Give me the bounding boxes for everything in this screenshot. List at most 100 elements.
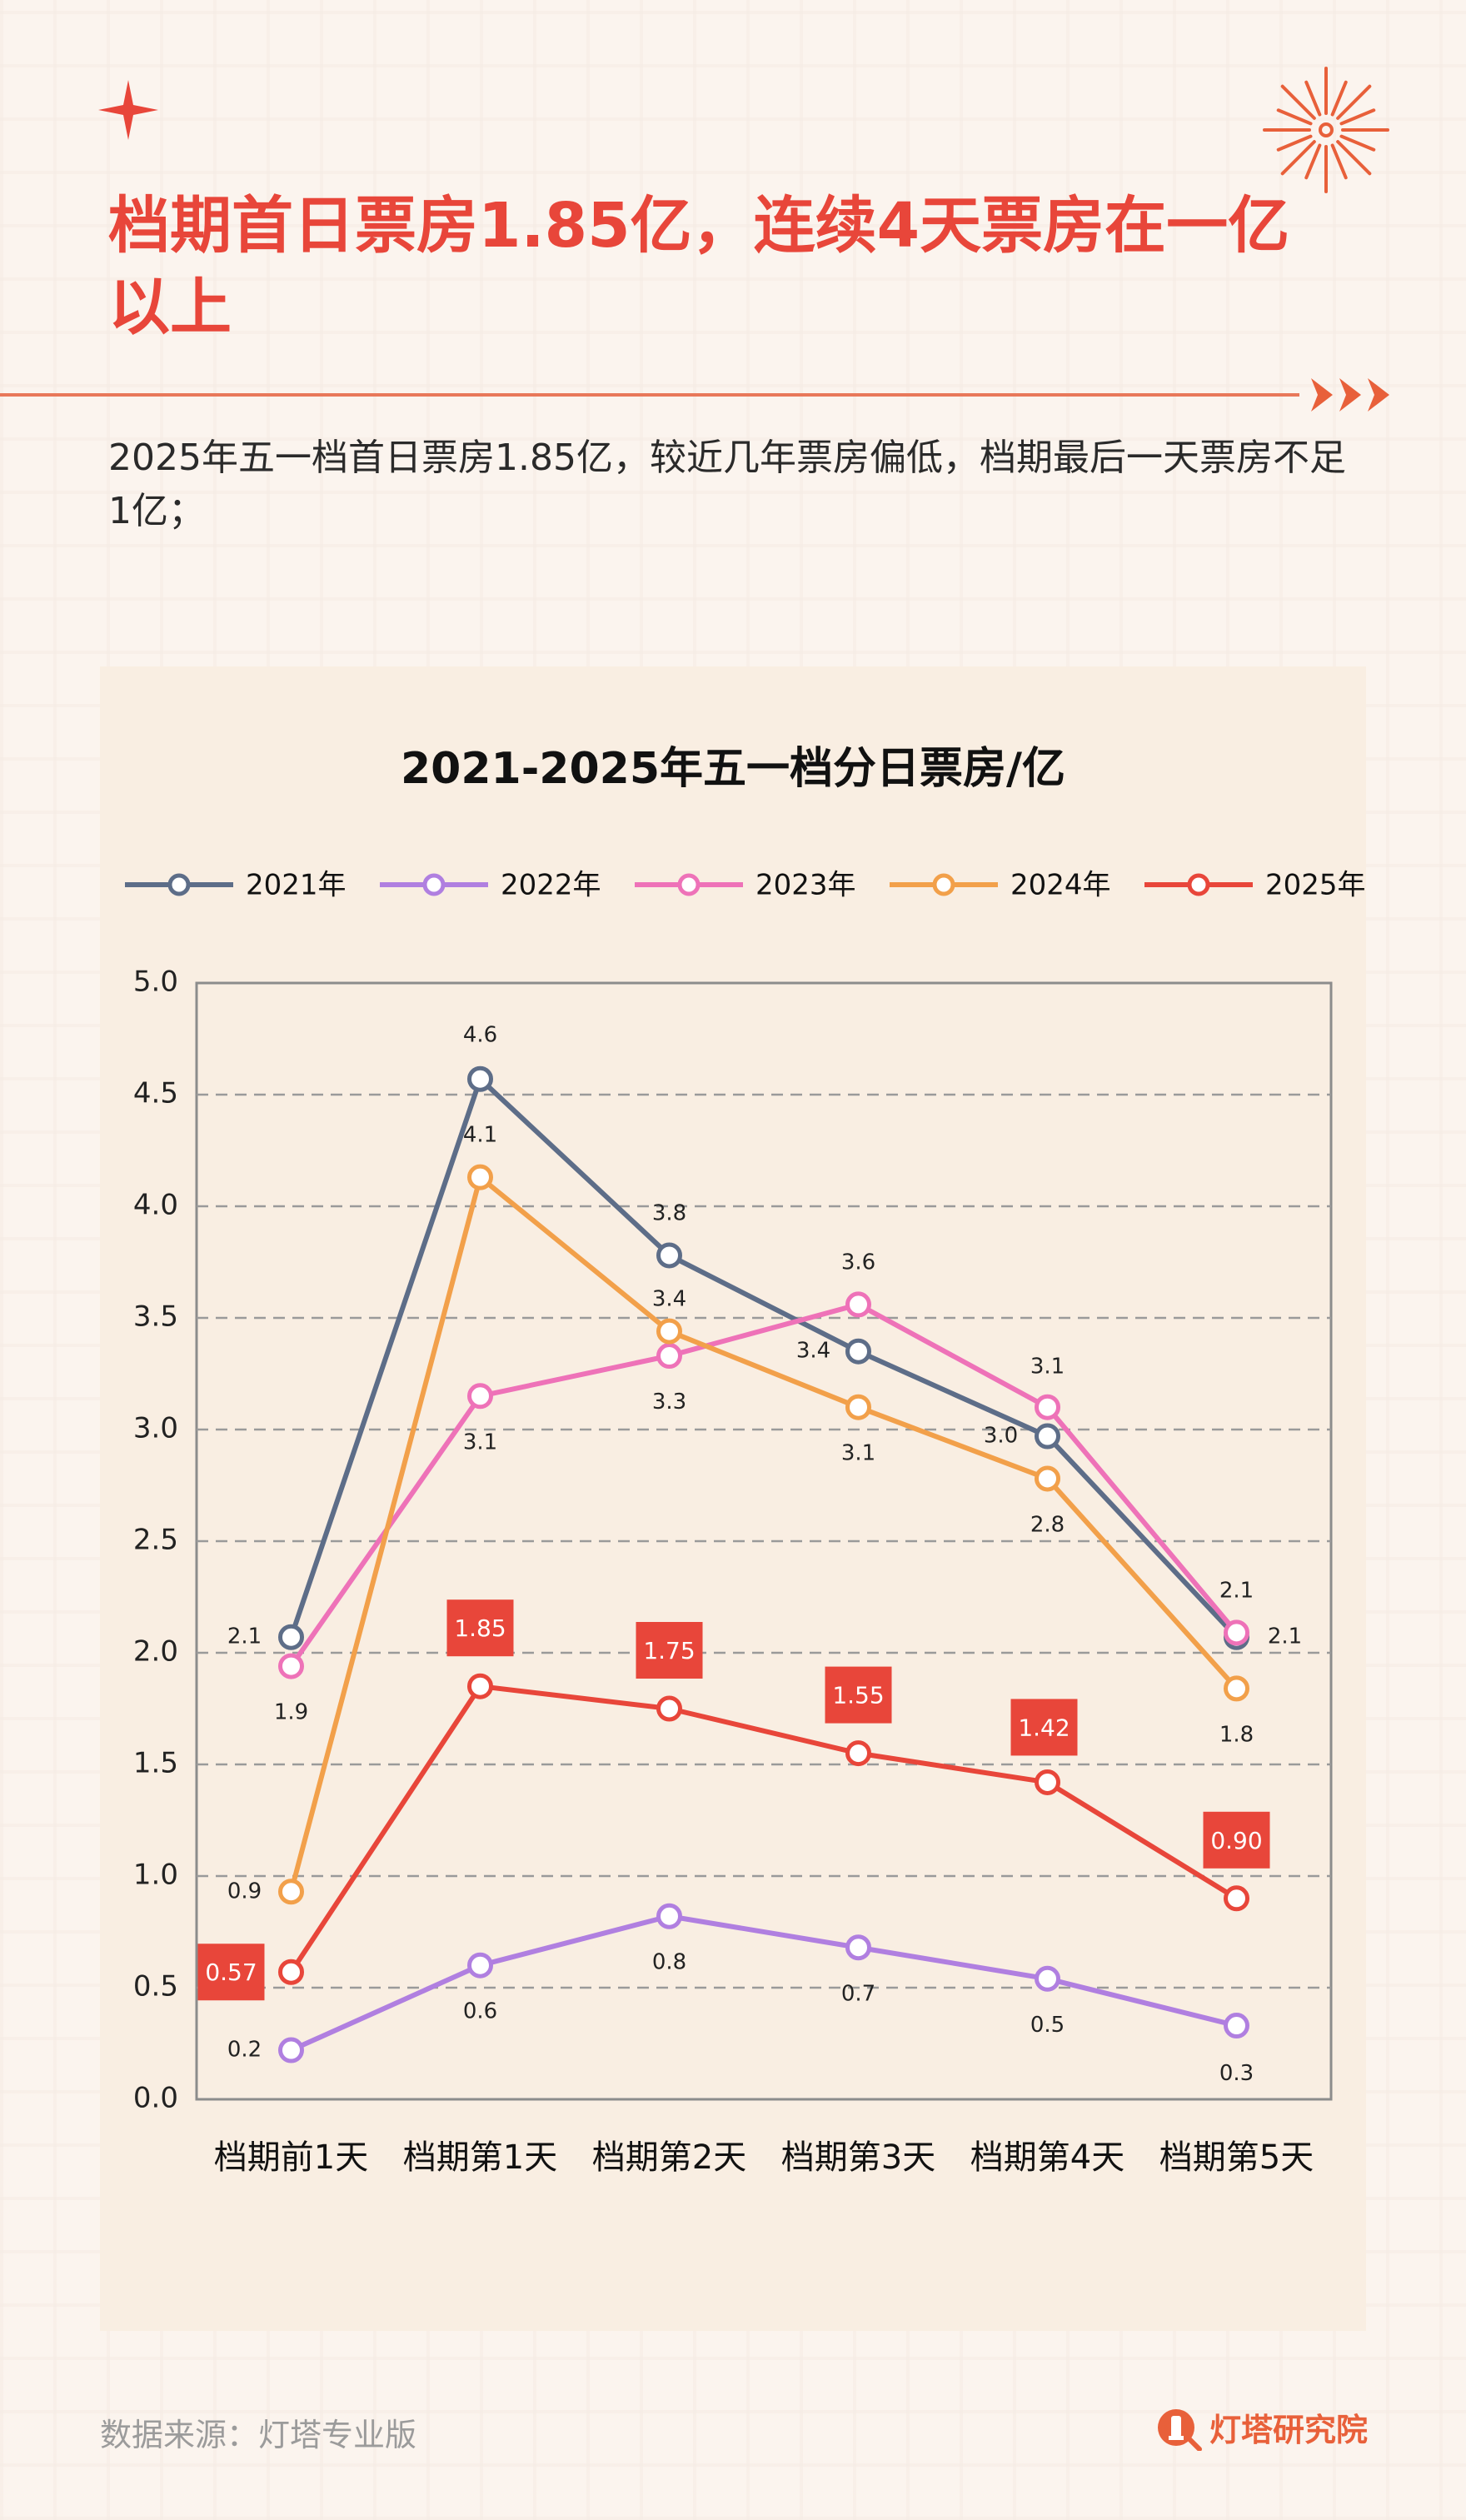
data-label: 2.1 (1268, 1624, 1302, 1649)
x-tick-label: 档期第4天 (970, 2138, 1124, 2177)
data-point (278, 1879, 304, 1905)
legend-label: 2024年 (1010, 869, 1111, 902)
sparkle-icon (98, 80, 158, 140)
data-label: 0.3 (1219, 2061, 1254, 2086)
data-label: 1.42 (1018, 1714, 1070, 1741)
data-label-box (1203, 1811, 1270, 1869)
data-point (467, 1383, 493, 1410)
data-point (278, 1624, 304, 1650)
y-tick-label: 3.5 (133, 1300, 178, 1334)
data-label: 0.8 (652, 1950, 686, 1975)
data-label-box (197, 1944, 265, 2001)
data-point (1035, 1965, 1060, 1992)
brand-name: 灯塔研究院 (1209, 2411, 1369, 2448)
data-point (1035, 1423, 1060, 1450)
y-tick-label: 0.5 (133, 1970, 178, 2004)
data-label: 2.1 (227, 1624, 262, 1649)
legend-label: 2023年 (755, 869, 856, 902)
page-title: 档期首日票房1.85亿，连续4天票房在一亿以上 (108, 190, 1290, 343)
series-line (288, 1175, 1239, 1893)
data-label-box (636, 1622, 703, 1679)
legend-marker (1187, 873, 1210, 896)
data-point (845, 1291, 871, 1318)
data-point (467, 1952, 493, 1979)
data-point (656, 1695, 682, 1722)
firework-icon (1263, 67, 1389, 193)
legend-label: 2022年 (501, 869, 601, 902)
series-line (288, 1684, 1239, 1974)
data-label: 1.55 (832, 1682, 884, 1709)
data-label: 3.8 (652, 1200, 686, 1225)
data-point (845, 1740, 871, 1767)
data-point (1035, 1465, 1060, 1492)
data-label-box (825, 1666, 892, 1724)
data-label: 1.9 (274, 1700, 308, 1725)
series-line (289, 1301, 1239, 1668)
legend-marker (677, 873, 701, 896)
data-label: 4.6 (463, 1023, 497, 1048)
data-point (278, 2037, 304, 2063)
data-label: 0.57 (205, 1959, 257, 1986)
triple-arrow-icon (1311, 378, 1389, 412)
data-point (1224, 1619, 1249, 1646)
legend-label: 2025年 (1265, 869, 1366, 902)
data-point (278, 1653, 304, 1679)
data-label: 3.1 (463, 1430, 497, 1455)
data-label: 3.4 (796, 1339, 830, 1364)
x-tick-label: 档期第1天 (403, 2138, 557, 2177)
data-label: 3.1 (841, 1441, 875, 1466)
data-label: 3.3 (652, 1390, 686, 1415)
data-label: 1.75 (643, 1637, 695, 1664)
lighthouse-icon (1158, 2409, 1202, 2451)
data-point (1224, 2013, 1249, 2039)
data-label: 3.4 (652, 1287, 686, 1312)
data-point (656, 1343, 682, 1370)
data-point (845, 1934, 871, 1961)
data-point (845, 1394, 871, 1420)
legend-marker (422, 873, 446, 896)
y-tick-label: 5.0 (133, 966, 178, 999)
data-point (1035, 1769, 1060, 1795)
data-point (278, 1959, 304, 1985)
data-label: 1.8 (1219, 1722, 1254, 1747)
data-point (656, 1242, 682, 1269)
x-tick-label: 档期第3天 (781, 2138, 935, 2177)
chart-title: 2021-2025年五一档分日票房/亿 (400, 744, 1066, 794)
page-subtitle: 2025年五一档首日票房1.85亿，较近几年票房偏低，档期最后一天票房不足1亿； (108, 437, 1346, 532)
data-label: 0.6 (463, 1999, 497, 2024)
legend-marker (932, 873, 955, 896)
data-point (467, 1673, 493, 1699)
y-tick-label: 4.0 (133, 1189, 178, 1222)
y-tick-label: 2.0 (133, 1635, 178, 1669)
data-label: 3.0 (984, 1424, 1018, 1449)
data-label-box (1010, 1699, 1078, 1756)
data-point (656, 1903, 682, 1929)
data-label: 3.1 (1030, 1355, 1065, 1380)
y-tick-label: 2.5 (133, 1524, 178, 1557)
y-tick-label: 0.0 (133, 2082, 178, 2115)
data-point (1224, 1675, 1249, 1702)
data-label: 0.5 (1030, 2013, 1065, 2038)
data-label: 0.90 (1210, 1827, 1262, 1854)
legend-marker (167, 873, 191, 896)
data-label: 1.85 (454, 1614, 506, 1642)
data-label: 0.7 (841, 1981, 875, 2006)
x-tick-label: 档期第5天 (1159, 2138, 1314, 2177)
data-source: 数据来源：灯塔专业版 (100, 2417, 417, 2453)
x-tick-label: 档期第2天 (592, 2138, 746, 2177)
title-divider (0, 393, 1299, 397)
data-point (467, 1065, 493, 1092)
data-point (467, 1164, 493, 1190)
chart-panel: 2021-2025年五一档分日票房/亿 0.0 0.5 1.0 1.5 2.0 2.5 3.… (100, 666, 1366, 2331)
data-label: 0.9 (227, 1879, 262, 1904)
data-point (1224, 1885, 1249, 1912)
data-label: 3.6 (841, 1250, 875, 1275)
data-label: 4.1 (463, 1123, 497, 1148)
data-label: 2.1 (1219, 1578, 1254, 1603)
data-point (1035, 1394, 1060, 1420)
y-tick-label: 1.5 (133, 1747, 178, 1780)
y-tick-label: 1.0 (133, 1859, 178, 1892)
y-tick-label: 4.5 (133, 1077, 178, 1110)
series-line (288, 1076, 1239, 1639)
